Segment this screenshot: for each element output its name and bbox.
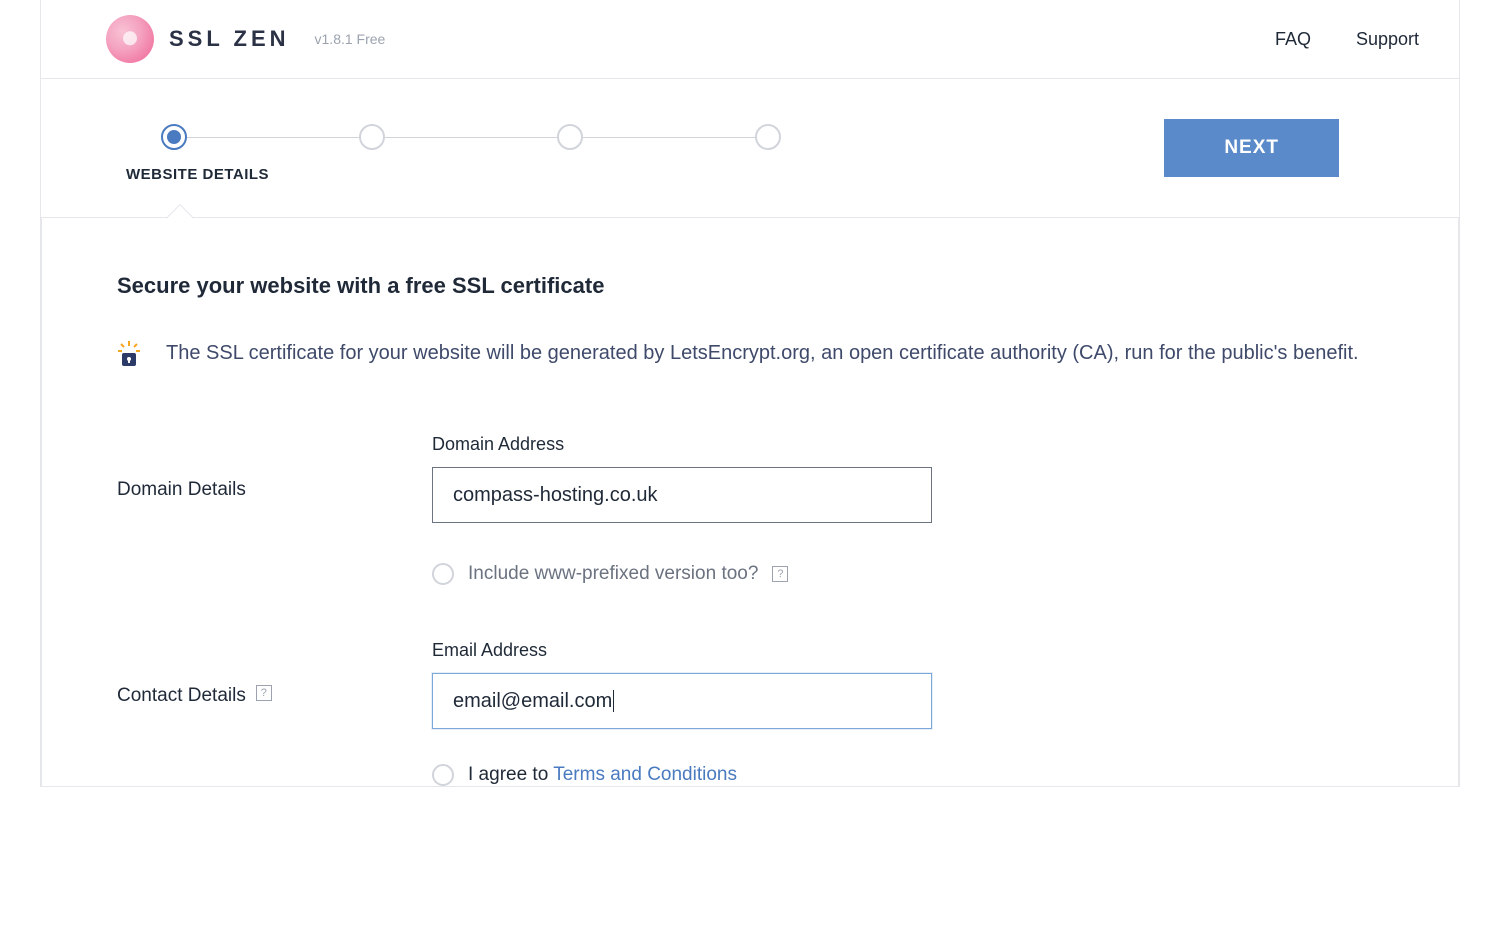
header-nav: FAQ Support <box>1275 29 1419 50</box>
www-checkbox-row: Include www-prefixed version too? ? <box>432 563 932 585</box>
secure-lock-icon <box>117 341 141 374</box>
logo-icon <box>106 15 154 63</box>
step-4-dot[interactable] <box>755 124 781 150</box>
terms-prefix: I agree to <box>468 764 553 785</box>
email-input-value: email@email.com <box>453 690 612 713</box>
domain-section-label: Domain Details <box>117 479 246 501</box>
info-row: The SSL certificate for your website wil… <box>117 339 1383 374</box>
terms-text: I agree to Terms and Conditions <box>468 764 737 786</box>
www-help-icon[interactable]: ? <box>772 566 788 582</box>
brand-name: SSL ZEN <box>169 26 290 52</box>
email-input[interactable]: email@email.com <box>432 673 932 729</box>
step-2-dot[interactable] <box>359 124 385 150</box>
stepper-row: WEBSITE DETAILS NEXT <box>41 79 1459 217</box>
info-text: The SSL certificate for your website wil… <box>166 339 1359 374</box>
terms-checkbox-row: I agree to Terms and Conditions <box>432 764 932 786</box>
header: SSL ZEN v1.8.1 Free FAQ Support <box>41 0 1459 79</box>
next-button[interactable]: NEXT <box>1164 119 1339 177</box>
contact-help-icon[interactable]: ? <box>256 685 272 701</box>
domain-input[interactable] <box>432 467 932 523</box>
step-1-dot[interactable] <box>161 124 187 150</box>
brand: SSL ZEN v1.8.1 Free <box>106 15 385 63</box>
www-checkbox[interactable] <box>432 563 454 585</box>
terms-checkbox[interactable] <box>432 764 454 786</box>
contact-section-label: Contact Details <box>117 685 246 707</box>
version-label: v1.8.1 Free <box>315 31 386 47</box>
app-frame: SSL ZEN v1.8.1 Free FAQ Support WEBSITE … <box>40 0 1460 787</box>
step-1-label: WEBSITE DETAILS <box>126 166 269 183</box>
nav-faq[interactable]: FAQ <box>1275 29 1311 50</box>
www-checkbox-label: Include www-prefixed version too? <box>468 563 758 585</box>
stepper: WEBSITE DETAILS <box>161 124 781 150</box>
nav-support[interactable]: Support <box>1356 29 1419 50</box>
card-heading: Secure your website with a free SSL cert… <box>117 273 1383 299</box>
domain-section: Domain Details Domain Address Include ww… <box>117 434 1383 585</box>
text-cursor-icon <box>613 690 614 712</box>
terms-link[interactable]: Terms and Conditions <box>553 764 737 785</box>
email-field-label: Email Address <box>432 640 932 661</box>
domain-field-label: Domain Address <box>432 434 932 455</box>
step-3-dot[interactable] <box>557 124 583 150</box>
form-card: Secure your website with a free SSL cert… <box>41 217 1459 786</box>
contact-section: Contact Details ? Email Address email@em… <box>117 640 1383 786</box>
